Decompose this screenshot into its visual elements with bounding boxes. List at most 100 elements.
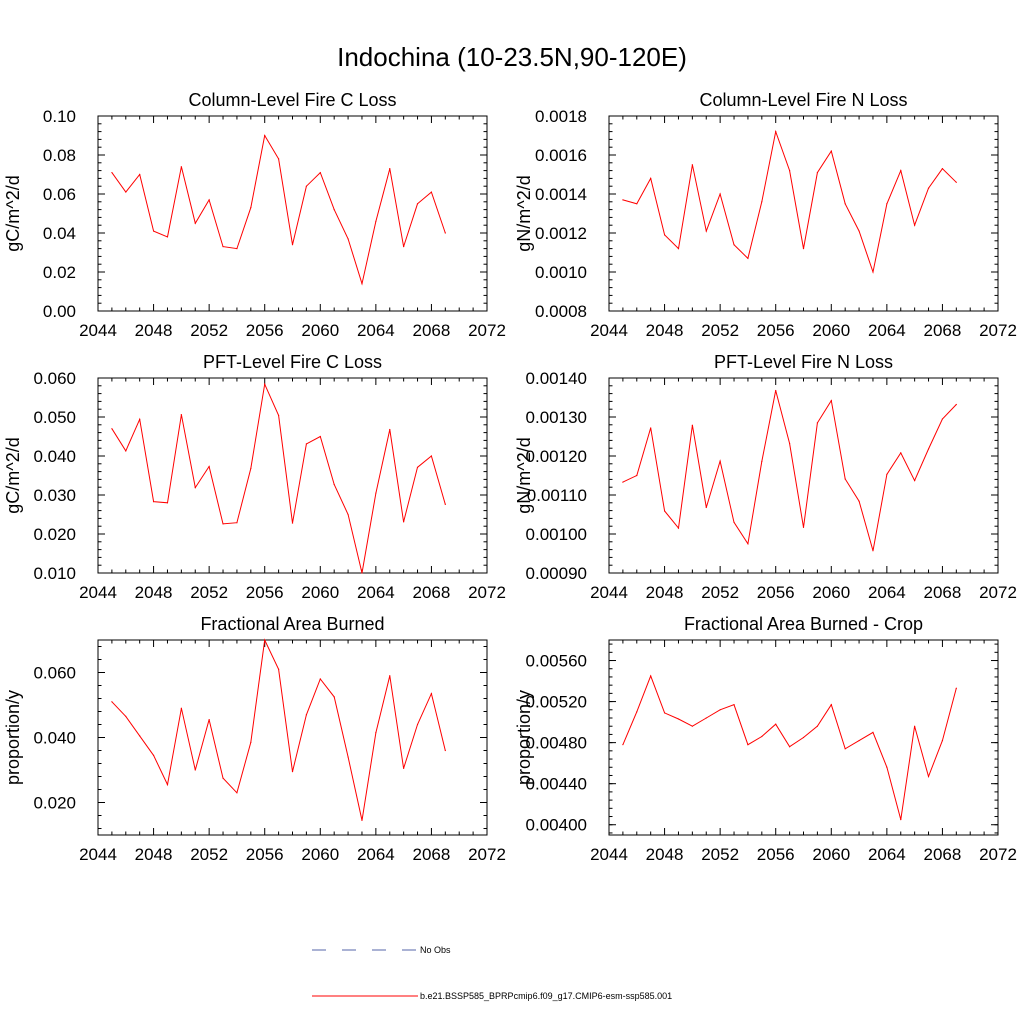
chart-panel-1: Column-Level Fire C Loss gC/m^2/d 2044 2048…	[3, 90, 506, 340]
data-point	[858, 739, 860, 742]
data-point	[622, 744, 624, 746]
data-point	[222, 523, 224, 525]
data-point	[955, 403, 957, 406]
data-point	[677, 248, 680, 250]
plot-frame	[97, 377, 488, 574]
x-tick-label: 2060	[812, 845, 850, 864]
x-tick-label: 2052	[190, 583, 228, 602]
data-point	[844, 203, 846, 205]
data-point	[194, 486, 196, 489]
data-point	[733, 244, 735, 246]
data-point	[389, 428, 391, 431]
x-tick-label: 2064	[868, 845, 906, 864]
data-point	[830, 150, 832, 152]
panel-title: PFT-Level Fire C Loss	[203, 352, 382, 372]
data-point	[389, 168, 391, 170]
data-point	[361, 283, 363, 285]
series-line	[111, 134, 446, 286]
x-tick-label: 2048	[646, 845, 684, 864]
x-tick-label: 2068	[413, 321, 451, 340]
data-point	[333, 696, 335, 698]
data-point	[194, 222, 196, 224]
data-point	[111, 171, 113, 174]
y-tick-label: 0.0008	[535, 302, 587, 321]
data-point	[347, 756, 349, 758]
y-tick-label: 0.00520	[526, 693, 587, 712]
data-point	[802, 736, 805, 739]
panel-title: Fractional Area Burned - Crop	[684, 614, 923, 634]
data-point	[941, 168, 944, 170]
data-point	[264, 383, 266, 385]
data-point	[416, 203, 419, 205]
data-point	[622, 199, 624, 201]
y-tick-label: 0.0010	[535, 263, 587, 282]
y-tick-label: 0.0014	[535, 185, 587, 204]
data-point	[802, 526, 805, 528]
y-tick-label: 0.00120	[526, 447, 587, 466]
data-point	[416, 466, 419, 468]
x-tick-label: 2068	[924, 583, 962, 602]
data-point	[361, 819, 363, 821]
y-tick-label: 0.00	[43, 302, 76, 321]
data-point	[691, 725, 693, 727]
x-tick-label: 2044	[590, 321, 628, 340]
data-point	[291, 522, 294, 524]
data-point	[927, 775, 930, 778]
y-tick-label: 0.040	[33, 729, 76, 748]
y-tick-label: 0.0018	[535, 107, 587, 126]
x-tick-label: 2072	[979, 845, 1017, 864]
panel-title: Fractional Area Burned	[200, 614, 384, 634]
data-point	[886, 203, 888, 205]
data-point	[900, 452, 902, 454]
plot-frame	[608, 115, 999, 312]
data-point	[291, 244, 294, 246]
data-point	[719, 460, 721, 462]
data-point	[663, 712, 666, 714]
data-point	[361, 572, 363, 574]
x-tick-label: 2072	[468, 845, 506, 864]
legend: No Obs b.e21.BSSP585_BPRPcmip6.f09_g17.C…	[312, 945, 672, 1001]
data-point	[761, 201, 763, 203]
data-point	[305, 714, 307, 716]
data-point	[278, 158, 280, 160]
data-point	[775, 723, 777, 725]
data-point	[333, 483, 335, 486]
data-point	[180, 414, 182, 416]
x-tick-label: 2068	[413, 845, 451, 864]
y-tick-label: 0.08	[43, 146, 76, 165]
data-point	[927, 448, 930, 450]
figure-title: Indochina (10-23.5N,90-120E)	[337, 42, 687, 72]
x-tick-label: 2072	[468, 583, 506, 602]
data-point	[166, 502, 169, 504]
x-tick-label: 2068	[924, 845, 962, 864]
data-point	[955, 687, 957, 689]
x-tick-label: 2064	[357, 583, 395, 602]
x-tick-label: 2044	[79, 583, 117, 602]
y-tick-label: 0.050	[33, 408, 76, 427]
data-point	[430, 693, 433, 695]
data-point	[194, 769, 196, 771]
data-point	[816, 171, 818, 174]
data-point	[941, 418, 944, 420]
data-point	[347, 513, 349, 516]
data-point	[291, 771, 294, 773]
y-tick-label: 0.00560	[526, 652, 587, 671]
data-point	[761, 735, 763, 738]
data-point	[650, 427, 652, 429]
x-tick-label: 2056	[246, 845, 284, 864]
y-axis-label: gC/m^2/d	[3, 175, 23, 251]
x-tick-label: 2060	[301, 583, 339, 602]
data-point	[900, 170, 902, 172]
y-tick-label: 0.00110	[527, 486, 587, 505]
x-tick-label: 2056	[246, 321, 284, 340]
data-point	[872, 731, 874, 733]
data-point	[622, 481, 624, 483]
data-point	[636, 711, 638, 713]
data-point	[733, 704, 735, 706]
data-point	[872, 271, 874, 273]
y-tick-label: 0.00100	[526, 525, 587, 544]
x-tick-label: 2052	[190, 845, 228, 864]
data-point	[152, 501, 155, 503]
data-point	[677, 527, 680, 529]
data-point	[166, 784, 169, 786]
